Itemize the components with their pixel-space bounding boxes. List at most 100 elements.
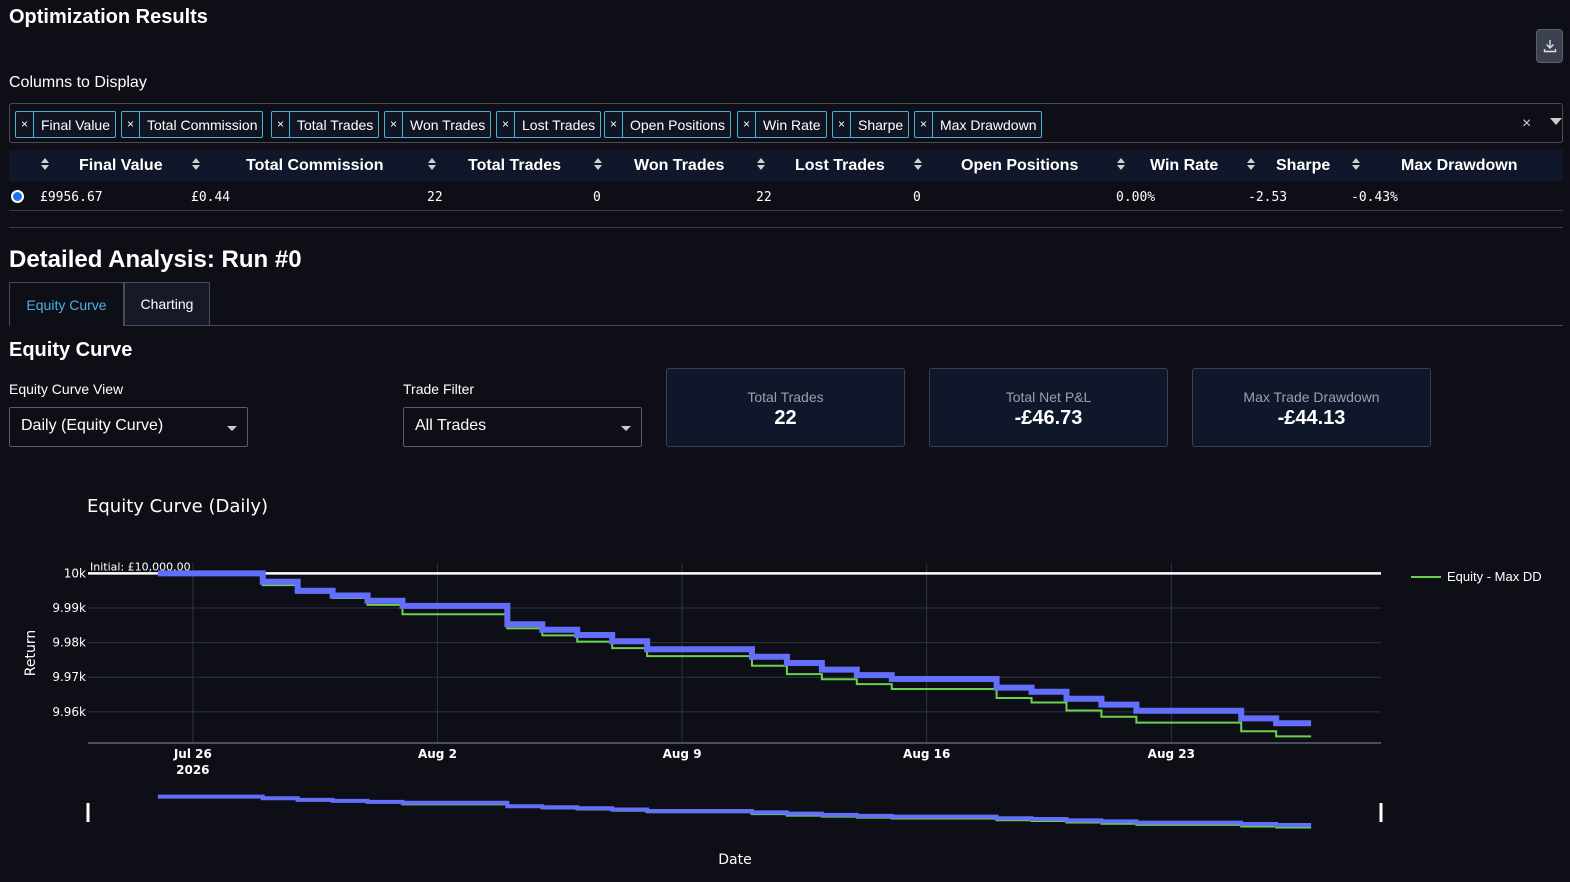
- header-max-drawdown[interactable]: Max Drawdown: [1401, 157, 1518, 174]
- legend-swatch: [1411, 575, 1441, 578]
- chip-label: Lost Trades: [522, 116, 596, 133]
- table-header: Final Value Total Commission Total Trade…: [9, 150, 1563, 181]
- equity-chart[interactable]: 10k 9.99k 9.98k 9.97k 9.96k Jul 26 2026 Aug 2 Au…: [0, 540, 1570, 880]
- tab-charting[interactable]: Charting: [124, 282, 210, 326]
- chip-open-positions: × Open Positions: [604, 111, 731, 138]
- slider-equity-line: [157, 794, 1312, 827]
- header-final-value[interactable]: Final Value: [79, 157, 163, 174]
- remove-chip-icon[interactable]: ×: [272, 112, 290, 137]
- chip-sharpe: × Sharpe: [832, 111, 910, 138]
- header-open-positions[interactable]: Open Positions: [961, 157, 1079, 174]
- metric-label: Max Trade Drawdown: [1243, 389, 1380, 405]
- header-total-commission[interactable]: Total Commission: [246, 157, 384, 174]
- chip-total-trades: × Total Trades: [271, 111, 380, 138]
- remove-chip-icon[interactable]: ×: [497, 112, 515, 137]
- x-tick-label: Aug 16: [903, 747, 950, 761]
- chip-label: Won Trades: [410, 116, 486, 133]
- header-win-rate[interactable]: Win Rate: [1150, 157, 1219, 174]
- x-tick-sublabel: 2026: [176, 763, 209, 777]
- clear-all-icon[interactable]: ×: [1522, 115, 1532, 132]
- chevron-down-icon[interactable]: [1550, 118, 1562, 125]
- columns-multiselect[interactable]: × Final Value × Total Commission × Total…: [9, 103, 1563, 143]
- analysis-title: Detailed Analysis: Run #0: [9, 246, 302, 273]
- remove-chip-icon[interactable]: ×: [122, 112, 140, 137]
- cell-open-positions: 0: [913, 190, 921, 205]
- x-tick-label: Aug 23: [1148, 747, 1195, 761]
- y-tick-label: 10k: [64, 566, 86, 580]
- y-tick-label: 9.97k: [52, 670, 86, 684]
- cell-max-drawdown: -0.43%: [1351, 190, 1398, 205]
- remove-chip-icon[interactable]: ×: [738, 112, 756, 137]
- page-title: Optimization Results: [9, 6, 208, 28]
- chip-final-value: × Final Value: [15, 111, 117, 138]
- chip-label: Sharpe: [858, 116, 904, 133]
- cell-total-commission: £0.44: [191, 190, 231, 205]
- header-sharpe[interactable]: Sharpe: [1276, 157, 1331, 174]
- chip-label: Total Commission: [147, 116, 258, 133]
- metric-value: 22: [774, 407, 797, 429]
- header-won-trades[interactable]: Won Trades: [634, 157, 725, 174]
- chip-won-trades: × Won Trades: [384, 111, 492, 138]
- chip-label: Final Value: [41, 116, 111, 133]
- remove-chip-icon[interactable]: ×: [16, 112, 34, 137]
- section-divider: [9, 227, 1563, 228]
- chip-label: Total Trades: [297, 116, 374, 133]
- trade-filter-select[interactable]: All Trades: [403, 407, 642, 447]
- tabs-divider: [210, 325, 1563, 326]
- x-tick-label: Aug 2: [418, 747, 457, 761]
- view-label: Equity Curve View: [9, 381, 124, 397]
- chart-title: Equity Curve (Daily): [87, 496, 269, 517]
- trade-filter-label: Trade Filter: [403, 381, 475, 397]
- download-button[interactable]: [1536, 29, 1563, 63]
- x-tick-label: Aug 9: [663, 747, 702, 761]
- x-axis-title: Date: [718, 852, 751, 868]
- sort-icon[interactable]: [756, 156, 766, 172]
- header-lost-trades[interactable]: Lost Trades: [795, 157, 885, 174]
- metric-card-max-drawdown: Max Trade Drawdown -£44.13: [1192, 368, 1431, 447]
- chip-label: Max Drawdown: [940, 116, 1037, 133]
- metric-value: -£44.13: [1277, 407, 1346, 429]
- cell-won-trades: 0: [593, 190, 601, 205]
- chip-win-rate: × Win Rate: [737, 111, 827, 138]
- table-row[interactable]: £9956.67 £0.44 22 0 22 0 0.00% -2.53 -0.…: [9, 182, 1563, 211]
- cell-total-trades: 22: [427, 190, 443, 205]
- initial-annotation: Initial: £10,000.00: [90, 560, 191, 573]
- tab-equity-curve[interactable]: Equity Curve: [9, 282, 124, 326]
- remove-chip-icon[interactable]: ×: [385, 112, 403, 137]
- equity-view-value: Daily (Equity Curve): [21, 417, 164, 434]
- remove-chip-icon[interactable]: ×: [833, 112, 851, 137]
- columns-label: Columns to Display: [9, 74, 147, 91]
- sort-icon[interactable]: [427, 156, 437, 172]
- sort-icon[interactable]: [913, 156, 923, 172]
- y-tick-label: 9.98k: [52, 636, 86, 650]
- header-total-trades[interactable]: Total Trades: [468, 157, 562, 174]
- sort-icon[interactable]: [1116, 156, 1126, 172]
- chevron-down-icon: [621, 426, 631, 431]
- chip-label: Open Positions: [630, 116, 725, 133]
- remove-chip-icon[interactable]: ×: [605, 112, 623, 137]
- chip-total-commission: × Total Commission: [121, 111, 264, 138]
- sort-icon[interactable]: [1351, 156, 1361, 172]
- chart-legend[interactable]: Equity - Max DD: [1411, 569, 1542, 584]
- series-equity-line: [157, 570, 1312, 727]
- metric-label: Total Trades: [747, 389, 824, 405]
- x-tick-label: Jul 26: [173, 747, 212, 761]
- trade-filter-value: All Trades: [415, 417, 487, 434]
- y-tick-label: 9.99k: [52, 601, 86, 615]
- metric-card-total-trades: Total Trades 22: [666, 368, 905, 447]
- sort-icon[interactable]: [40, 156, 50, 172]
- remove-chip-icon[interactable]: ×: [915, 112, 933, 137]
- cell-win-rate: 0.00%: [1116, 190, 1156, 205]
- sort-icon[interactable]: [191, 156, 201, 172]
- y-tick-label: 9.96k: [52, 705, 86, 719]
- cell-lost-trades: 22: [756, 190, 772, 205]
- chip-lost-trades: × Lost Trades: [496, 111, 602, 138]
- sort-icon[interactable]: [1246, 156, 1256, 172]
- row-select-radio[interactable]: [11, 190, 24, 203]
- metric-value: -£46.73: [1014, 407, 1083, 429]
- sort-icon[interactable]: [593, 156, 603, 172]
- equity-section-title: Equity Curve: [9, 339, 133, 361]
- download-icon: [1543, 40, 1556, 53]
- equity-view-select[interactable]: Daily (Equity Curve): [9, 407, 248, 447]
- cell-final-value: £9956.67: [40, 190, 103, 205]
